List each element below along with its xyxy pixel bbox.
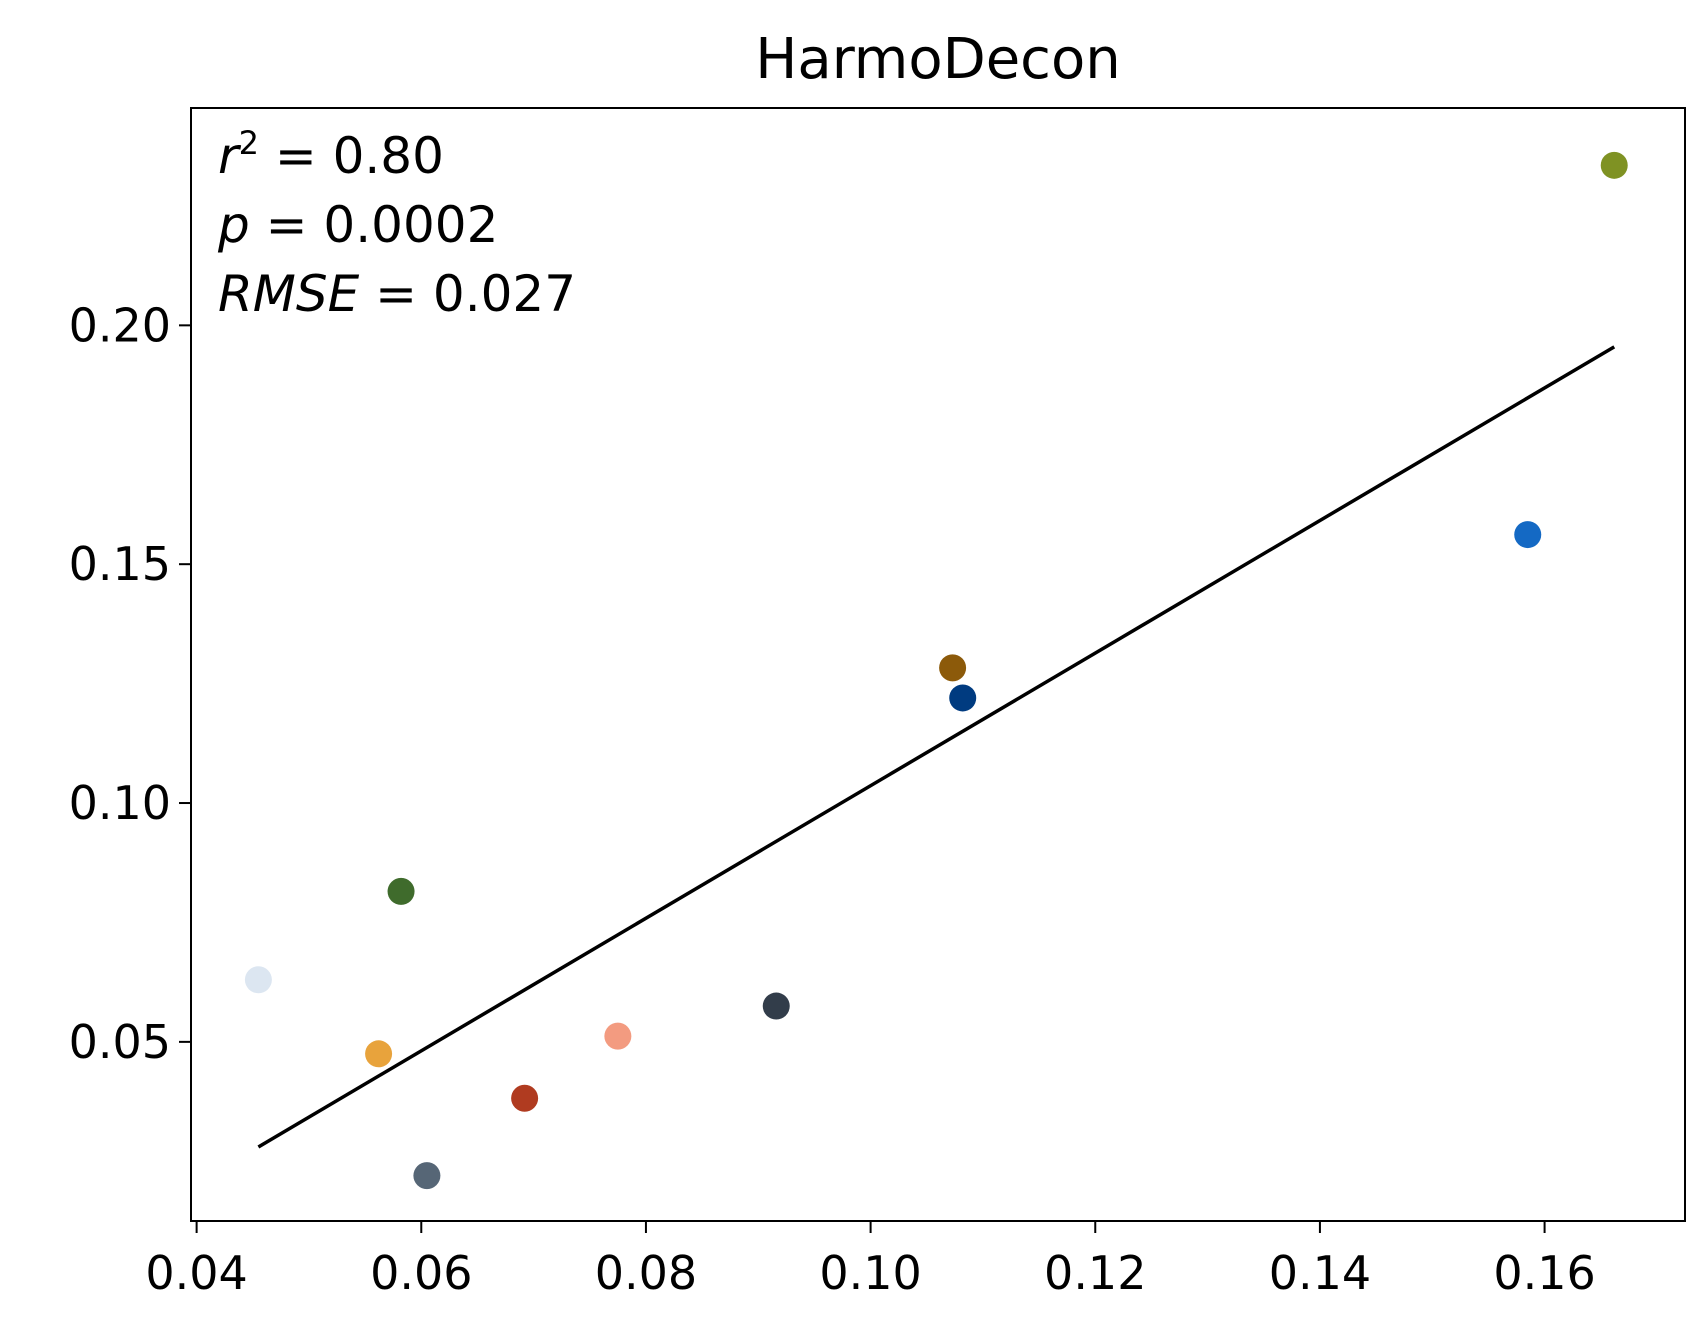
data-point (244, 966, 272, 994)
plot-frame (190, 107, 1686, 1222)
data-point (939, 654, 967, 682)
x-tick-label: 0.08 (595, 1246, 697, 1300)
x-tick-label: 0.04 (145, 1246, 247, 1300)
x-tick-label: 0.06 (370, 1246, 472, 1300)
data-point (1600, 151, 1628, 179)
rmse-annotation: RMSE = 0.027 (218, 265, 576, 323)
x-tick-label: 0.16 (1493, 1246, 1595, 1300)
data-point (413, 1162, 441, 1190)
y-axis: 0.05 0.10 0.15 0.20 (69, 298, 191, 1069)
data-point (604, 1022, 632, 1050)
x-tick-label: 0.10 (819, 1246, 921, 1300)
y-tick-label: 0.15 (69, 537, 171, 591)
x-tick-label: 0.12 (1044, 1246, 1146, 1300)
chart-title: HarmoDecon (755, 27, 1120, 92)
y-tick-label: 0.10 (69, 776, 171, 830)
y-tick-label: 0.20 (69, 298, 171, 352)
regression-line (257, 345, 1616, 1149)
p-annotation: p = 0.0002 (217, 196, 498, 254)
r2-annotation: r2 = 0.80 (218, 124, 444, 185)
data-point (511, 1084, 539, 1112)
x-tick-label: 0.14 (1269, 1246, 1371, 1300)
data-point (762, 992, 790, 1020)
data-point (1514, 521, 1542, 549)
data-point (949, 684, 977, 712)
data-point (387, 877, 415, 905)
y-tick-label: 0.05 (69, 1015, 171, 1069)
x-axis: 0.04 0.06 0.08 0.10 0.12 0.14 0.16 (145, 1221, 1596, 1300)
data-points (244, 151, 1628, 1190)
data-point (365, 1040, 393, 1068)
stats-annotation: r2 = 0.80 p = 0.0002 RMSE = 0.027 (217, 124, 576, 323)
